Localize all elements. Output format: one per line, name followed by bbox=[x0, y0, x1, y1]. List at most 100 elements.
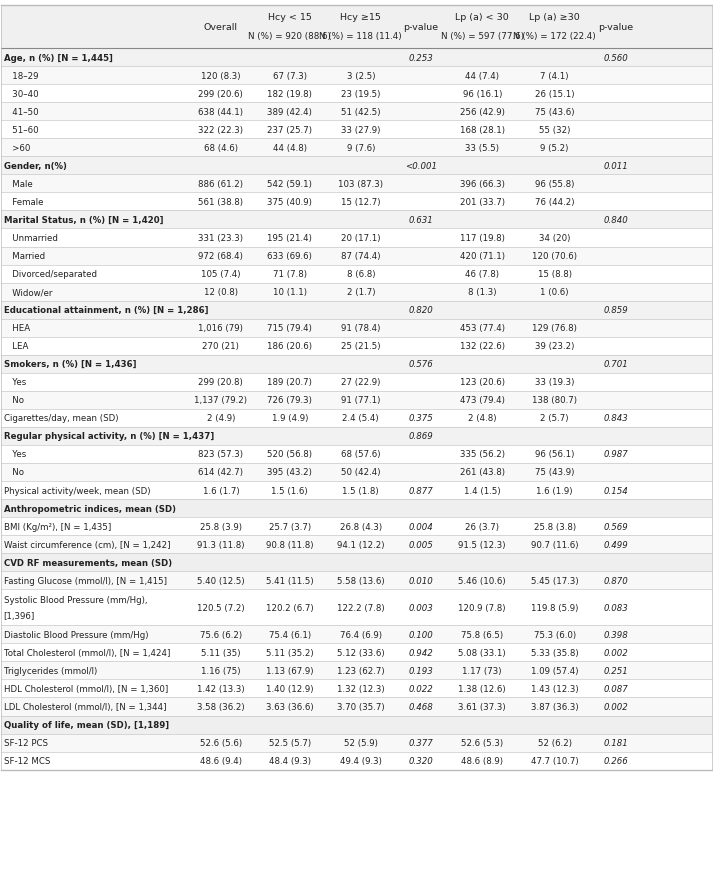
Text: 299 (20.8): 299 (20.8) bbox=[198, 378, 243, 387]
Text: 2 (5.7): 2 (5.7) bbox=[540, 414, 569, 423]
Text: 51 (42.5): 51 (42.5) bbox=[341, 108, 381, 116]
Text: 20 (17.1): 20 (17.1) bbox=[341, 234, 381, 242]
Text: 420 (71.1): 420 (71.1) bbox=[460, 252, 505, 261]
Text: 44 (4.8): 44 (4.8) bbox=[273, 143, 307, 153]
Bar bbox=[1, 319, 712, 337]
Text: 0.005: 0.005 bbox=[409, 540, 434, 549]
Text: 0.193: 0.193 bbox=[409, 667, 434, 675]
Text: 52 (5.9): 52 (5.9) bbox=[344, 738, 378, 747]
Text: 0.576: 0.576 bbox=[409, 360, 434, 368]
Text: 25.8 (3.8): 25.8 (3.8) bbox=[533, 522, 575, 531]
Text: Married: Married bbox=[4, 252, 45, 261]
Text: HEA: HEA bbox=[4, 324, 30, 333]
Text: 1,137 (79.2): 1,137 (79.2) bbox=[195, 396, 247, 405]
Text: 0.100: 0.100 bbox=[409, 630, 434, 639]
Text: 1.32 (12.3): 1.32 (12.3) bbox=[337, 684, 384, 693]
Text: 0.002: 0.002 bbox=[603, 702, 628, 711]
Text: 52.6 (5.3): 52.6 (5.3) bbox=[461, 738, 503, 747]
Text: 1.17 (73): 1.17 (73) bbox=[463, 667, 502, 675]
Text: 299 (20.6): 299 (20.6) bbox=[198, 90, 243, 98]
Text: 27 (22.9): 27 (22.9) bbox=[341, 378, 381, 387]
Bar bbox=[1, 572, 712, 589]
Text: LEA: LEA bbox=[4, 342, 28, 351]
Text: Yes: Yes bbox=[4, 450, 26, 459]
Bar bbox=[1, 265, 712, 283]
Text: 33 (27.9): 33 (27.9) bbox=[341, 126, 381, 135]
Text: 55 (32): 55 (32) bbox=[539, 126, 570, 135]
Bar bbox=[1, 428, 712, 446]
Bar bbox=[1, 409, 712, 428]
Text: 75 (43.6): 75 (43.6) bbox=[535, 108, 575, 116]
Text: Widow/er: Widow/er bbox=[4, 288, 52, 296]
Text: 96 (56.1): 96 (56.1) bbox=[535, 450, 575, 459]
Text: 0.375: 0.375 bbox=[409, 414, 434, 423]
Text: 49.4 (9.3): 49.4 (9.3) bbox=[340, 756, 381, 766]
Text: 0.631: 0.631 bbox=[409, 216, 434, 225]
Text: Educational attainment, n (%) [N = 1,286]: Educational attainment, n (%) [N = 1,286… bbox=[4, 306, 208, 315]
Text: 0.468: 0.468 bbox=[409, 702, 434, 711]
Text: Diastolic Blood Pressure (mm/Hg): Diastolic Blood Pressure (mm/Hg) bbox=[4, 630, 148, 639]
Text: Marital Status, n (%) [N = 1,420]: Marital Status, n (%) [N = 1,420] bbox=[4, 216, 163, 225]
Text: 87 (74.4): 87 (74.4) bbox=[341, 252, 381, 261]
Text: 0.942: 0.942 bbox=[409, 648, 434, 657]
Text: 68 (57.6): 68 (57.6) bbox=[341, 450, 381, 459]
Text: 633 (69.6): 633 (69.6) bbox=[267, 252, 312, 261]
Bar bbox=[1, 121, 712, 139]
Text: 7 (4.1): 7 (4.1) bbox=[540, 71, 569, 81]
Text: 389 (42.4): 389 (42.4) bbox=[267, 108, 312, 116]
Text: 5.08 (33.1): 5.08 (33.1) bbox=[458, 648, 506, 657]
Text: HDL Cholesterol (mmol/l), [N = 1,360]: HDL Cholesterol (mmol/l), [N = 1,360] bbox=[4, 684, 168, 693]
Text: 90.7 (11.6): 90.7 (11.6) bbox=[531, 540, 578, 549]
Bar bbox=[1, 661, 712, 680]
Text: 52.5 (5.7): 52.5 (5.7) bbox=[269, 738, 311, 747]
Text: 0.843: 0.843 bbox=[603, 414, 628, 423]
Text: 18–29: 18–29 bbox=[4, 71, 38, 81]
Text: 0.022: 0.022 bbox=[409, 684, 434, 693]
Text: 0.181: 0.181 bbox=[603, 738, 628, 747]
Bar bbox=[1, 589, 712, 626]
Text: 886 (61.2): 886 (61.2) bbox=[198, 180, 243, 189]
Text: 0.253: 0.253 bbox=[409, 54, 434, 63]
Text: 0.877: 0.877 bbox=[409, 486, 434, 495]
Text: 9 (5.2): 9 (5.2) bbox=[540, 143, 569, 153]
Text: 195 (21.4): 195 (21.4) bbox=[267, 234, 312, 242]
Text: 51–60: 51–60 bbox=[4, 126, 38, 135]
Bar bbox=[1, 283, 712, 302]
Text: Systolic Blood Pressure (mm/Hg),: Systolic Blood Pressure (mm/Hg), bbox=[4, 595, 147, 604]
Text: 715 (79.4): 715 (79.4) bbox=[267, 324, 312, 333]
Text: Regular physical activity, n (%) [N = 1,437]: Regular physical activity, n (%) [N = 1,… bbox=[4, 432, 214, 441]
Text: 0.320: 0.320 bbox=[409, 756, 434, 766]
Bar bbox=[1, 176, 712, 193]
Text: Divorced/separated: Divorced/separated bbox=[4, 269, 96, 279]
Text: 3.58 (36.2): 3.58 (36.2) bbox=[197, 702, 245, 711]
Text: 48.4 (9.3): 48.4 (9.3) bbox=[269, 756, 311, 766]
Text: 91 (77.1): 91 (77.1) bbox=[341, 396, 381, 405]
Text: 168 (28.1): 168 (28.1) bbox=[460, 126, 505, 135]
Text: 0.003: 0.003 bbox=[409, 603, 434, 612]
Bar bbox=[1, 103, 712, 121]
Text: 189 (20.7): 189 (20.7) bbox=[267, 378, 312, 387]
Text: <0.001: <0.001 bbox=[405, 162, 437, 170]
Bar bbox=[1, 680, 712, 698]
Text: 0.377: 0.377 bbox=[409, 738, 434, 747]
Text: 1.09 (57.4): 1.09 (57.4) bbox=[531, 667, 578, 675]
Text: 10 (1.1): 10 (1.1) bbox=[273, 288, 307, 296]
Text: 1.42 (13.3): 1.42 (13.3) bbox=[197, 684, 245, 693]
Text: 1.16 (75): 1.16 (75) bbox=[201, 667, 240, 675]
Text: 12 (0.8): 12 (0.8) bbox=[204, 288, 238, 296]
Text: Smokers, n (%) [N = 1,436]: Smokers, n (%) [N = 1,436] bbox=[4, 360, 136, 368]
Bar bbox=[1, 247, 712, 265]
Text: 823 (57.3): 823 (57.3) bbox=[198, 450, 243, 459]
Text: 52.6 (5.6): 52.6 (5.6) bbox=[200, 738, 242, 747]
Text: 3.70 (35.7): 3.70 (35.7) bbox=[337, 702, 384, 711]
Text: 1.5 (1.8): 1.5 (1.8) bbox=[342, 486, 379, 495]
Text: 48.6 (8.9): 48.6 (8.9) bbox=[461, 756, 503, 766]
Text: 33 (5.5): 33 (5.5) bbox=[465, 143, 499, 153]
Text: 1.23 (62.7): 1.23 (62.7) bbox=[337, 667, 384, 675]
Text: Total Cholesterol (mmol/l), [N = 1,424]: Total Cholesterol (mmol/l), [N = 1,424] bbox=[4, 648, 170, 657]
Text: 76 (44.2): 76 (44.2) bbox=[535, 197, 575, 207]
Text: Cigarettes/day, mean (SD): Cigarettes/day, mean (SD) bbox=[4, 414, 118, 423]
Text: 0.251: 0.251 bbox=[603, 667, 628, 675]
Text: 103 (87.3): 103 (87.3) bbox=[338, 180, 384, 189]
Text: 117 (19.8): 117 (19.8) bbox=[460, 234, 505, 242]
